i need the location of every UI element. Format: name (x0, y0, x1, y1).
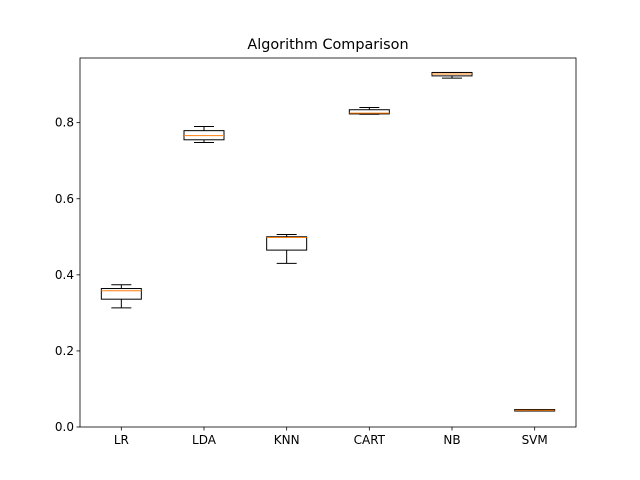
x-tick-label: CART (354, 433, 386, 447)
x-tick-label: KNN (274, 433, 300, 447)
box-iqr (348, 109, 390, 115)
x-tick-label: NB (443, 433, 460, 447)
chart-title: Algorithm Comparison (247, 37, 408, 53)
x-tick-label: LR (114, 433, 129, 447)
box-iqr (266, 236, 308, 251)
plot-area-frame (79, 57, 577, 428)
y-tick-label: 0.4 (55, 268, 74, 282)
x-tick-label: SVM (522, 433, 548, 447)
y-tick-label: 0.0 (55, 420, 74, 434)
box-iqr (100, 288, 142, 300)
y-tick-label: 0.2 (55, 344, 74, 358)
y-tick-label: 0.6 (55, 192, 74, 206)
y-tick-label: 0.8 (55, 116, 74, 130)
x-tick-label: LDA (192, 433, 217, 447)
